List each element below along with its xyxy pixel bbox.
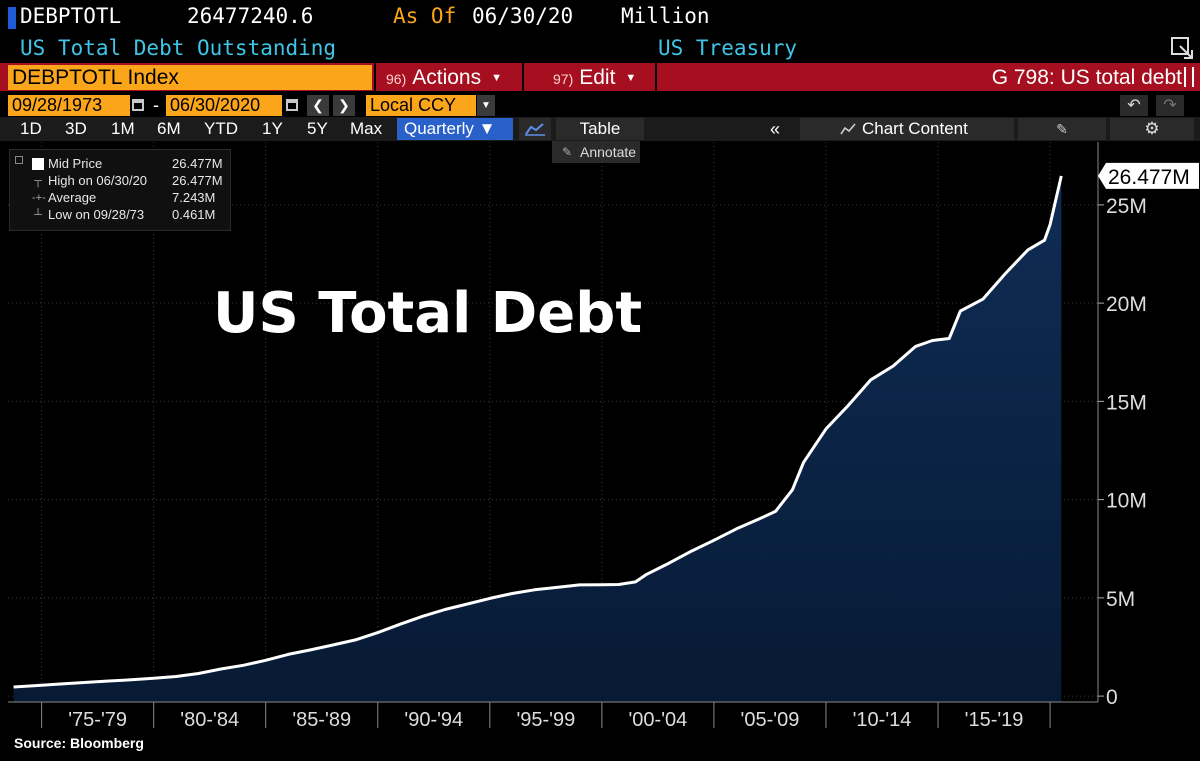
area-fill (13, 175, 1062, 702)
legend-label: Low on 09/28/73 (48, 207, 145, 222)
popout-icon[interactable] (1170, 36, 1194, 60)
ticker-marker (8, 7, 16, 29)
x-tick-label: '80-'84 (180, 709, 239, 731)
gear-icon[interactable]: ⚙ (1110, 118, 1194, 140)
y-tick-label: 25M (1106, 195, 1147, 218)
ticker-symbol: DEBPTOTL (20, 4, 122, 28)
calendar-icon[interactable] (286, 99, 298, 111)
x-tick-label: '90-'94 (404, 709, 463, 731)
scroll-handle-icon[interactable] (1184, 67, 1194, 87)
edit-label: Edit (579, 66, 616, 89)
series-swatch-icon (32, 158, 44, 170)
legend-value: 26.477M (172, 156, 223, 171)
chevron-down-icon: ▼ (491, 71, 502, 84)
legend-row-mid: Mid Price 26.477M (10, 156, 232, 173)
x-tick-label: '85-'89 (292, 709, 351, 731)
prev-period-button[interactable]: ❮ (307, 95, 329, 116)
chart-content-label: Chart Content (862, 119, 968, 138)
series-line (13, 175, 1063, 689)
average-marker-icon: -+- (32, 192, 46, 204)
description-row: US Total Debt Outstanding US Treasury (0, 34, 1200, 62)
range-5y[interactable]: 5Y (307, 119, 328, 138)
date-range-row: 09/28/1973 - 06/30/2020 ❮ ❯ Local CCY ▼ … (0, 93, 1200, 117)
currency-select[interactable]: Local CCY (366, 95, 476, 116)
last-value-tag-shape (1098, 162, 1199, 189)
security-field[interactable]: DEBPTOTL Index (8, 65, 372, 90)
annotate-label: Annotate (580, 144, 637, 160)
calendar-icon[interactable] (132, 99, 144, 111)
low-marker-icon: ┴ (34, 209, 42, 221)
y-tick-label: 15M (1106, 391, 1147, 414)
x-tick-label: '95-'99 (516, 709, 575, 731)
table-button[interactable]: Table (556, 118, 644, 140)
redo-icon[interactable]: ↷ (1156, 95, 1184, 116)
legend-collapse-icon[interactable] (15, 156, 23, 164)
chart-legend[interactable]: Mid Price 26.477M ┬ High on 06/30/20 26.… (9, 149, 231, 231)
collapse-icon[interactable]: « (770, 119, 781, 139)
chevron-down-icon: ▼ (625, 71, 637, 84)
range-1y[interactable]: 1Y (262, 119, 283, 138)
pencil-icon: ✎ (562, 145, 573, 159)
security-description: US Total Debt Outstanding (20, 36, 337, 60)
start-date-input[interactable]: 09/28/1973 (8, 95, 130, 116)
units-label: Million (621, 4, 710, 28)
x-tick-label: '00-'04 (628, 709, 687, 731)
chart-content-button[interactable]: Chart Content (800, 118, 1014, 140)
chevron-down-icon[interactable]: ▼ (477, 95, 495, 116)
x-tick-label: '15-'19 (965, 709, 1024, 731)
y-tick-label: 5M (1106, 588, 1135, 611)
edit-chart-icon[interactable]: ✎ (1018, 118, 1106, 140)
legend-value: 7.243M (172, 190, 216, 205)
as-of-date: 06/30/20 (472, 4, 574, 28)
date-separator: - (153, 95, 159, 115)
chart-content-icon (840, 123, 856, 135)
range-1d[interactable]: 1D (20, 119, 42, 138)
actions-menu[interactable]: 96) Actions ▼ (386, 65, 502, 90)
legend-value: 0.461M (172, 207, 216, 222)
end-date-input[interactable]: 06/30/2020 (166, 95, 282, 116)
legend-row-average: -+- Average 7.243M (10, 190, 232, 207)
last-value-tag: 26.477M (1098, 162, 1199, 189)
security-toolbar: DEBPTOTL Index 96) Actions ▼ 97) Edit ▼ G 79… (0, 63, 1200, 91)
range-max[interactable]: Max (350, 119, 383, 138)
chart-title: US Total Debt (213, 281, 642, 346)
legend-row-low: ┴ Low on 09/28/73 0.461M (10, 207, 232, 224)
annotate-button[interactable]: ✎ Annotate (552, 141, 640, 163)
frequency-dropdown[interactable]: Quarterly ▼ (397, 118, 513, 140)
range-ytd[interactable]: YTD (204, 119, 238, 138)
y-tick-label: 10M (1106, 490, 1147, 513)
last-value-tag-text: 26.477M (1108, 166, 1190, 189)
legend-label: Mid Price (48, 156, 103, 171)
legend-row-high: ┬ High on 06/30/20 26.477M (10, 173, 232, 190)
actions-label: Actions (412, 66, 482, 89)
source-note: Source: Bloomberg (14, 735, 144, 751)
edit-number: 97) (553, 71, 574, 87)
range-6m[interactable]: 6M (157, 119, 181, 138)
high-marker-icon: ┬ (34, 175, 42, 187)
line-chart-icon[interactable] (519, 118, 551, 140)
y-tick-label: 0 (1106, 686, 1118, 709)
undo-icon[interactable]: ↶ (1120, 95, 1148, 116)
legend-value: 26.477M (172, 173, 223, 188)
edit-menu[interactable]: 97) Edit ▼ (553, 65, 636, 90)
debt-chart[interactable]: 0 5M 10M 15M 20M 25M '75-'79 '80-'84 '85-'89 '90… (0, 142, 1200, 732)
last-value: 26477240.6 (187, 4, 314, 28)
as-of-label: As Of (393, 4, 457, 28)
legend-label: High on 06/30/20 (48, 173, 148, 188)
actions-number: 96) (386, 71, 407, 87)
ticker-header: DEBPTOTL 26477240.6 As Of 06/30/20 Milli… (0, 0, 1200, 34)
range-toolbar: 1D 3D 1M 6M YTD 1Y 5Y Max Quarterly ▼ Ta… (0, 117, 1200, 141)
x-tick-label: '10-'14 (853, 709, 912, 731)
data-source-name: US Treasury (658, 36, 798, 60)
x-tick-label: '75-'79 (68, 709, 127, 731)
x-tick-label: '05-'09 (741, 709, 800, 731)
range-1m[interactable]: 1M (111, 119, 135, 138)
range-3d[interactable]: 3D (65, 119, 87, 138)
next-period-button[interactable]: ❯ (333, 95, 355, 116)
y-tick-label: 20M (1106, 293, 1147, 316)
graph-title: G 798: US total debt (991, 66, 1182, 89)
legend-label: Average (48, 190, 97, 205)
